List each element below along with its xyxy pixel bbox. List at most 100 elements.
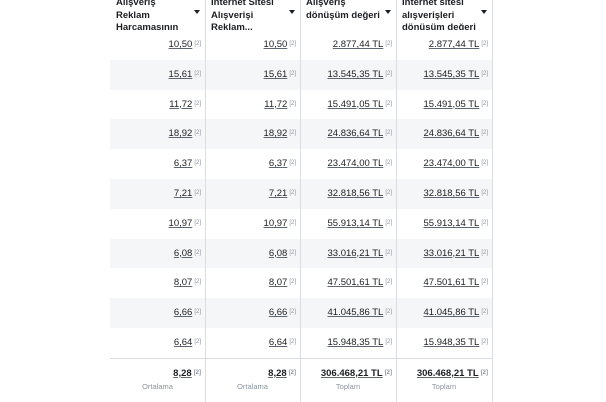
note-marker: [2] [385,279,392,286]
note-marker: [2] [481,70,488,77]
column-header[interactable]: İnternet Sitesi Alışverişi Reklam... [205,0,300,30]
table-cell: 2.877,44 TL [2] [300,39,396,50]
cell-value[interactable]: 13.545,35 TL [327,68,384,80]
cell-value[interactable]: 15.948,35 TL [423,337,480,348]
cell-value[interactable]: 24.836,64 TL [423,128,480,140]
note-marker: [2] [194,41,201,47]
note-marker: [2] [385,70,392,77]
cell-value[interactable]: 11,72 [169,98,193,110]
cell-value[interactable]: 47.501,61 TL [327,277,384,289]
cell-value[interactable]: 8,07 [268,277,288,289]
note-marker: [2] [481,219,488,226]
cell-value[interactable]: 10,97 [263,217,288,229]
cell-value[interactable]: 32.818,56 TL [327,188,384,199]
cell-value[interactable]: 33.016,21 TL [423,247,480,259]
column-divider [205,0,206,402]
cell-value[interactable]: 7,21 [268,188,288,199]
cell-value[interactable]: 10,50 [263,39,288,50]
cell-value[interactable]: 6,64 [173,337,193,348]
cell-value[interactable]: 6,66 [268,307,288,319]
cell-value[interactable]: 18,92 [168,128,193,140]
table-cell: 47.501,61 TL [2] [300,277,396,288]
cell-value[interactable]: 55.913,14 TL [327,217,384,229]
note-marker: [2] [481,41,488,47]
cell-value[interactable]: 15,61 [168,68,193,80]
table-cell: 15,61 [2] [110,69,205,80]
sort-icon[interactable] [481,10,487,14]
cell-value[interactable]: 2.877,44 TL [428,39,480,50]
cell-value[interactable]: 7,21 [173,188,193,199]
row-stripe [110,238,492,269]
table-cell: 6,08 [2] [110,248,205,259]
cell-value[interactable]: 6,37 [268,158,288,170]
cell-value[interactable]: 55.913,14 TL [423,217,480,229]
cell-value[interactable]: 6,08 [173,247,193,259]
table-cell: 6,37 [2] [205,158,300,169]
note-marker: [2] [481,339,488,345]
cell-value[interactable]: 15.491,05 TL [423,98,480,110]
table-cell: 7,21 [2] [205,188,300,199]
column-header[interactable]: İnternet sitesi alışverişleri dönüşüm de… [396,0,492,30]
cell-value[interactable]: 2.877,44 TL [332,39,384,50]
row-stripe [110,179,492,209]
note-marker: [2] [289,219,296,226]
cell-value[interactable]: 33.016,21 TL [327,247,384,259]
cell-value[interactable]: 6,37 [173,158,193,170]
cell-value[interactable]: 23.474,00 TL [423,158,480,170]
table-cell: 6,37 [2] [110,158,205,169]
cell-value[interactable]: 6,66 [173,307,193,319]
table-cell: 23.474,00 TL [2] [300,158,396,169]
table-cell: 15.491,05 TL [2] [396,99,492,110]
cell-value[interactable]: 10,50 [168,39,193,50]
cell-value[interactable]: 47.501,61 TL [423,277,480,289]
sort-icon[interactable] [289,10,295,14]
column-header[interactable]: Alışveriş dönüşüm değeri [300,0,396,30]
footer-value[interactable]: 306.468,21 TL [416,367,479,379]
note-marker: [2] [481,160,488,167]
cell-value[interactable]: 8,07 [173,277,193,289]
sort-icon[interactable] [385,10,391,14]
cell-value[interactable]: 41.045,86 TL [423,307,480,319]
note-marker: [2] [289,339,296,345]
note-marker: [2] [385,219,392,226]
cell-value[interactable]: 10,97 [168,217,193,229]
cell-value[interactable]: 6,08 [268,247,288,259]
note-marker: [2] [289,160,296,167]
footer-label: Toplam [431,381,457,391]
note-marker: [2] [385,160,392,167]
cell-value[interactable]: 6,64 [268,337,288,348]
footer-value[interactable]: 8,28 [173,367,192,379]
note-marker: [2] [194,160,201,167]
cell-value[interactable]: 32.818,56 TL [423,188,480,199]
cell-value[interactable]: 15.491,05 TL [327,98,384,110]
note-marker: [2] [481,249,488,256]
table-cell: 15.948,35 TL [2] [396,337,492,348]
note-marker: [2] [289,279,296,286]
footer-cell: 8,28 [2] [110,368,205,379]
cell-value[interactable]: 11,72 [264,98,288,110]
sort-icon[interactable] [194,10,200,14]
table-cell: 6,66 [2] [110,307,205,318]
note-marker: [2] [194,100,201,107]
column-header[interactable]: Alışveriş Reklam Harcamasının Getirisi [110,0,205,30]
footer-value[interactable]: 8,28 [268,367,287,379]
cell-value[interactable]: 24.836,64 TL [327,128,384,140]
table-cell: 24.836,64 TL [2] [396,128,492,139]
note-marker: [2] [481,309,488,316]
cell-value[interactable]: 23.474,00 TL [327,158,384,170]
cell-value[interactable]: 15,61 [263,68,288,80]
footer-value[interactable]: 306.468,21 TL [320,367,383,379]
cell-value[interactable]: 41.045,86 TL [327,307,384,319]
table-cell: 33.016,21 TL [2] [300,248,396,259]
cell-value[interactable]: 13.545,35 TL [423,68,480,80]
cell-value[interactable]: 15.948,35 TL [327,337,384,348]
note-marker: [2] [194,190,201,196]
cell-value[interactable]: 18,92 [263,128,288,140]
table-cell: 23.474,00 TL [2] [396,158,492,169]
note-marker: [2] [481,130,488,137]
footer-cell: 306.468,21 TL [2] [396,368,492,379]
note-marker: [2] [385,100,392,107]
note-marker: [2] [384,369,392,376]
row-stripe [110,298,492,328]
